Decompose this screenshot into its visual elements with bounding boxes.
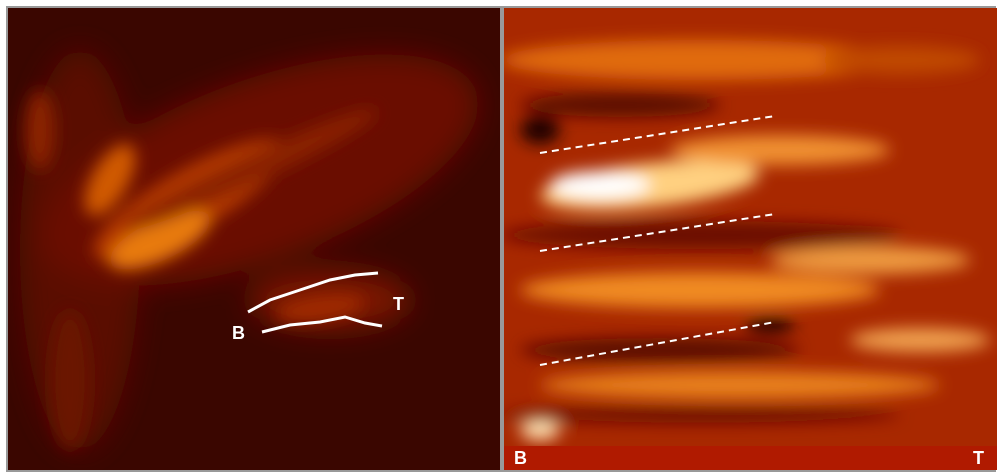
label: B [232, 323, 245, 343]
upper-trace [247, 271, 379, 314]
bottom-strip [504, 446, 997, 470]
right-panel: B T [504, 8, 997, 470]
label: T [973, 448, 984, 468]
loop-strands [25, 90, 378, 450]
label: T [393, 294, 404, 314]
left-panel: B T [8, 8, 500, 470]
label: B [514, 448, 527, 468]
dashed-guide [539, 321, 776, 366]
lower-trace [261, 315, 383, 334]
dashed-guide [539, 213, 776, 252]
time-distance-pattern [504, 40, 990, 440]
dashed-guide [539, 115, 776, 154]
